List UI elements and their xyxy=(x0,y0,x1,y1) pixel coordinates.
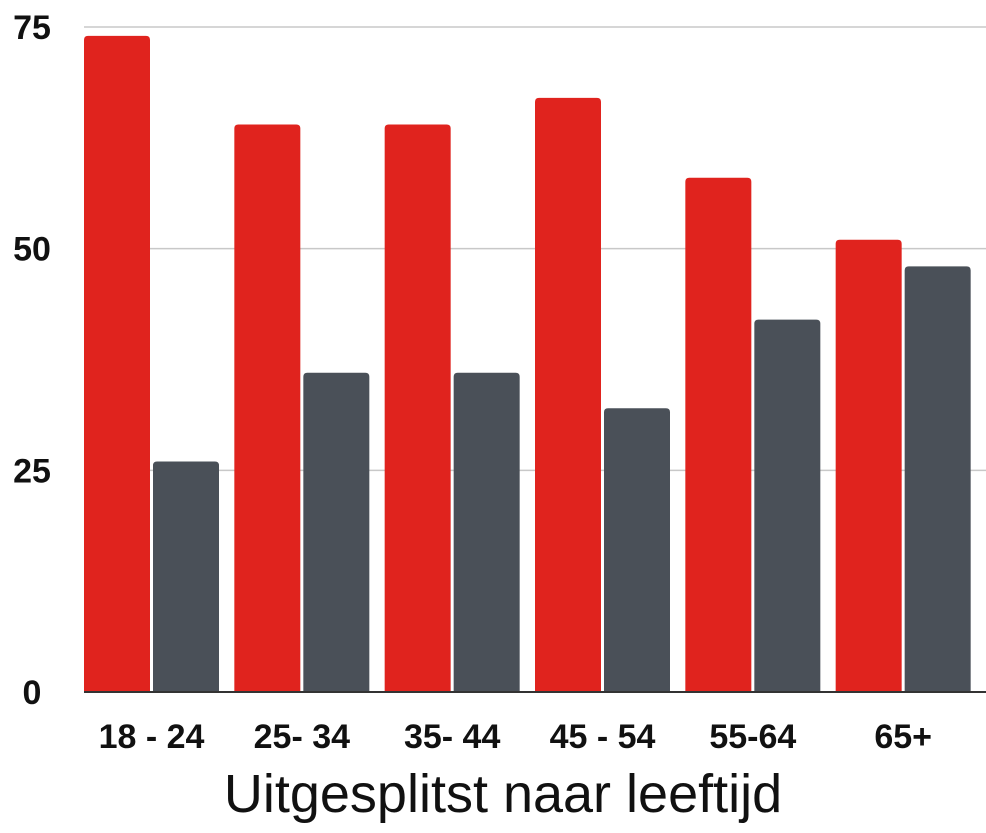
y-tick-label: 0 xyxy=(23,674,42,712)
x-tick-label: 65+ xyxy=(874,718,932,756)
y-tick-label: 50 xyxy=(13,231,51,269)
bar-series-1 xyxy=(685,177,752,692)
bars xyxy=(84,35,971,693)
bar-series-2 xyxy=(153,461,219,692)
bar-series-2 xyxy=(604,408,670,692)
bar-series-1 xyxy=(234,124,301,693)
bar-series-1 xyxy=(84,35,150,693)
labels: 0 25 50 75 18 - 24 25- 34 35- 44 45 - 54 55-64 65… xyxy=(13,9,932,756)
bar-series-1 xyxy=(384,124,451,693)
x-tick-label: 35- 44 xyxy=(404,718,500,756)
x-axis-title: Uitgesplitst naar leeftijd xyxy=(224,764,782,824)
x-tick-label: 55-64 xyxy=(709,718,796,756)
bar-series-2 xyxy=(303,372,370,692)
y-tick-label: 25 xyxy=(13,452,51,490)
bar-series-2 xyxy=(904,266,971,692)
x-tick-label: 25- 34 xyxy=(254,718,350,756)
bar-series-1 xyxy=(835,239,902,693)
y-tick-label: 75 xyxy=(13,9,51,47)
bar-series-2 xyxy=(754,319,821,692)
x-tick-label: 45 - 54 xyxy=(550,718,656,756)
x-tick-label: 18 - 24 xyxy=(99,718,205,756)
bar-series-2 xyxy=(453,372,520,692)
bar-series-1 xyxy=(535,97,601,692)
